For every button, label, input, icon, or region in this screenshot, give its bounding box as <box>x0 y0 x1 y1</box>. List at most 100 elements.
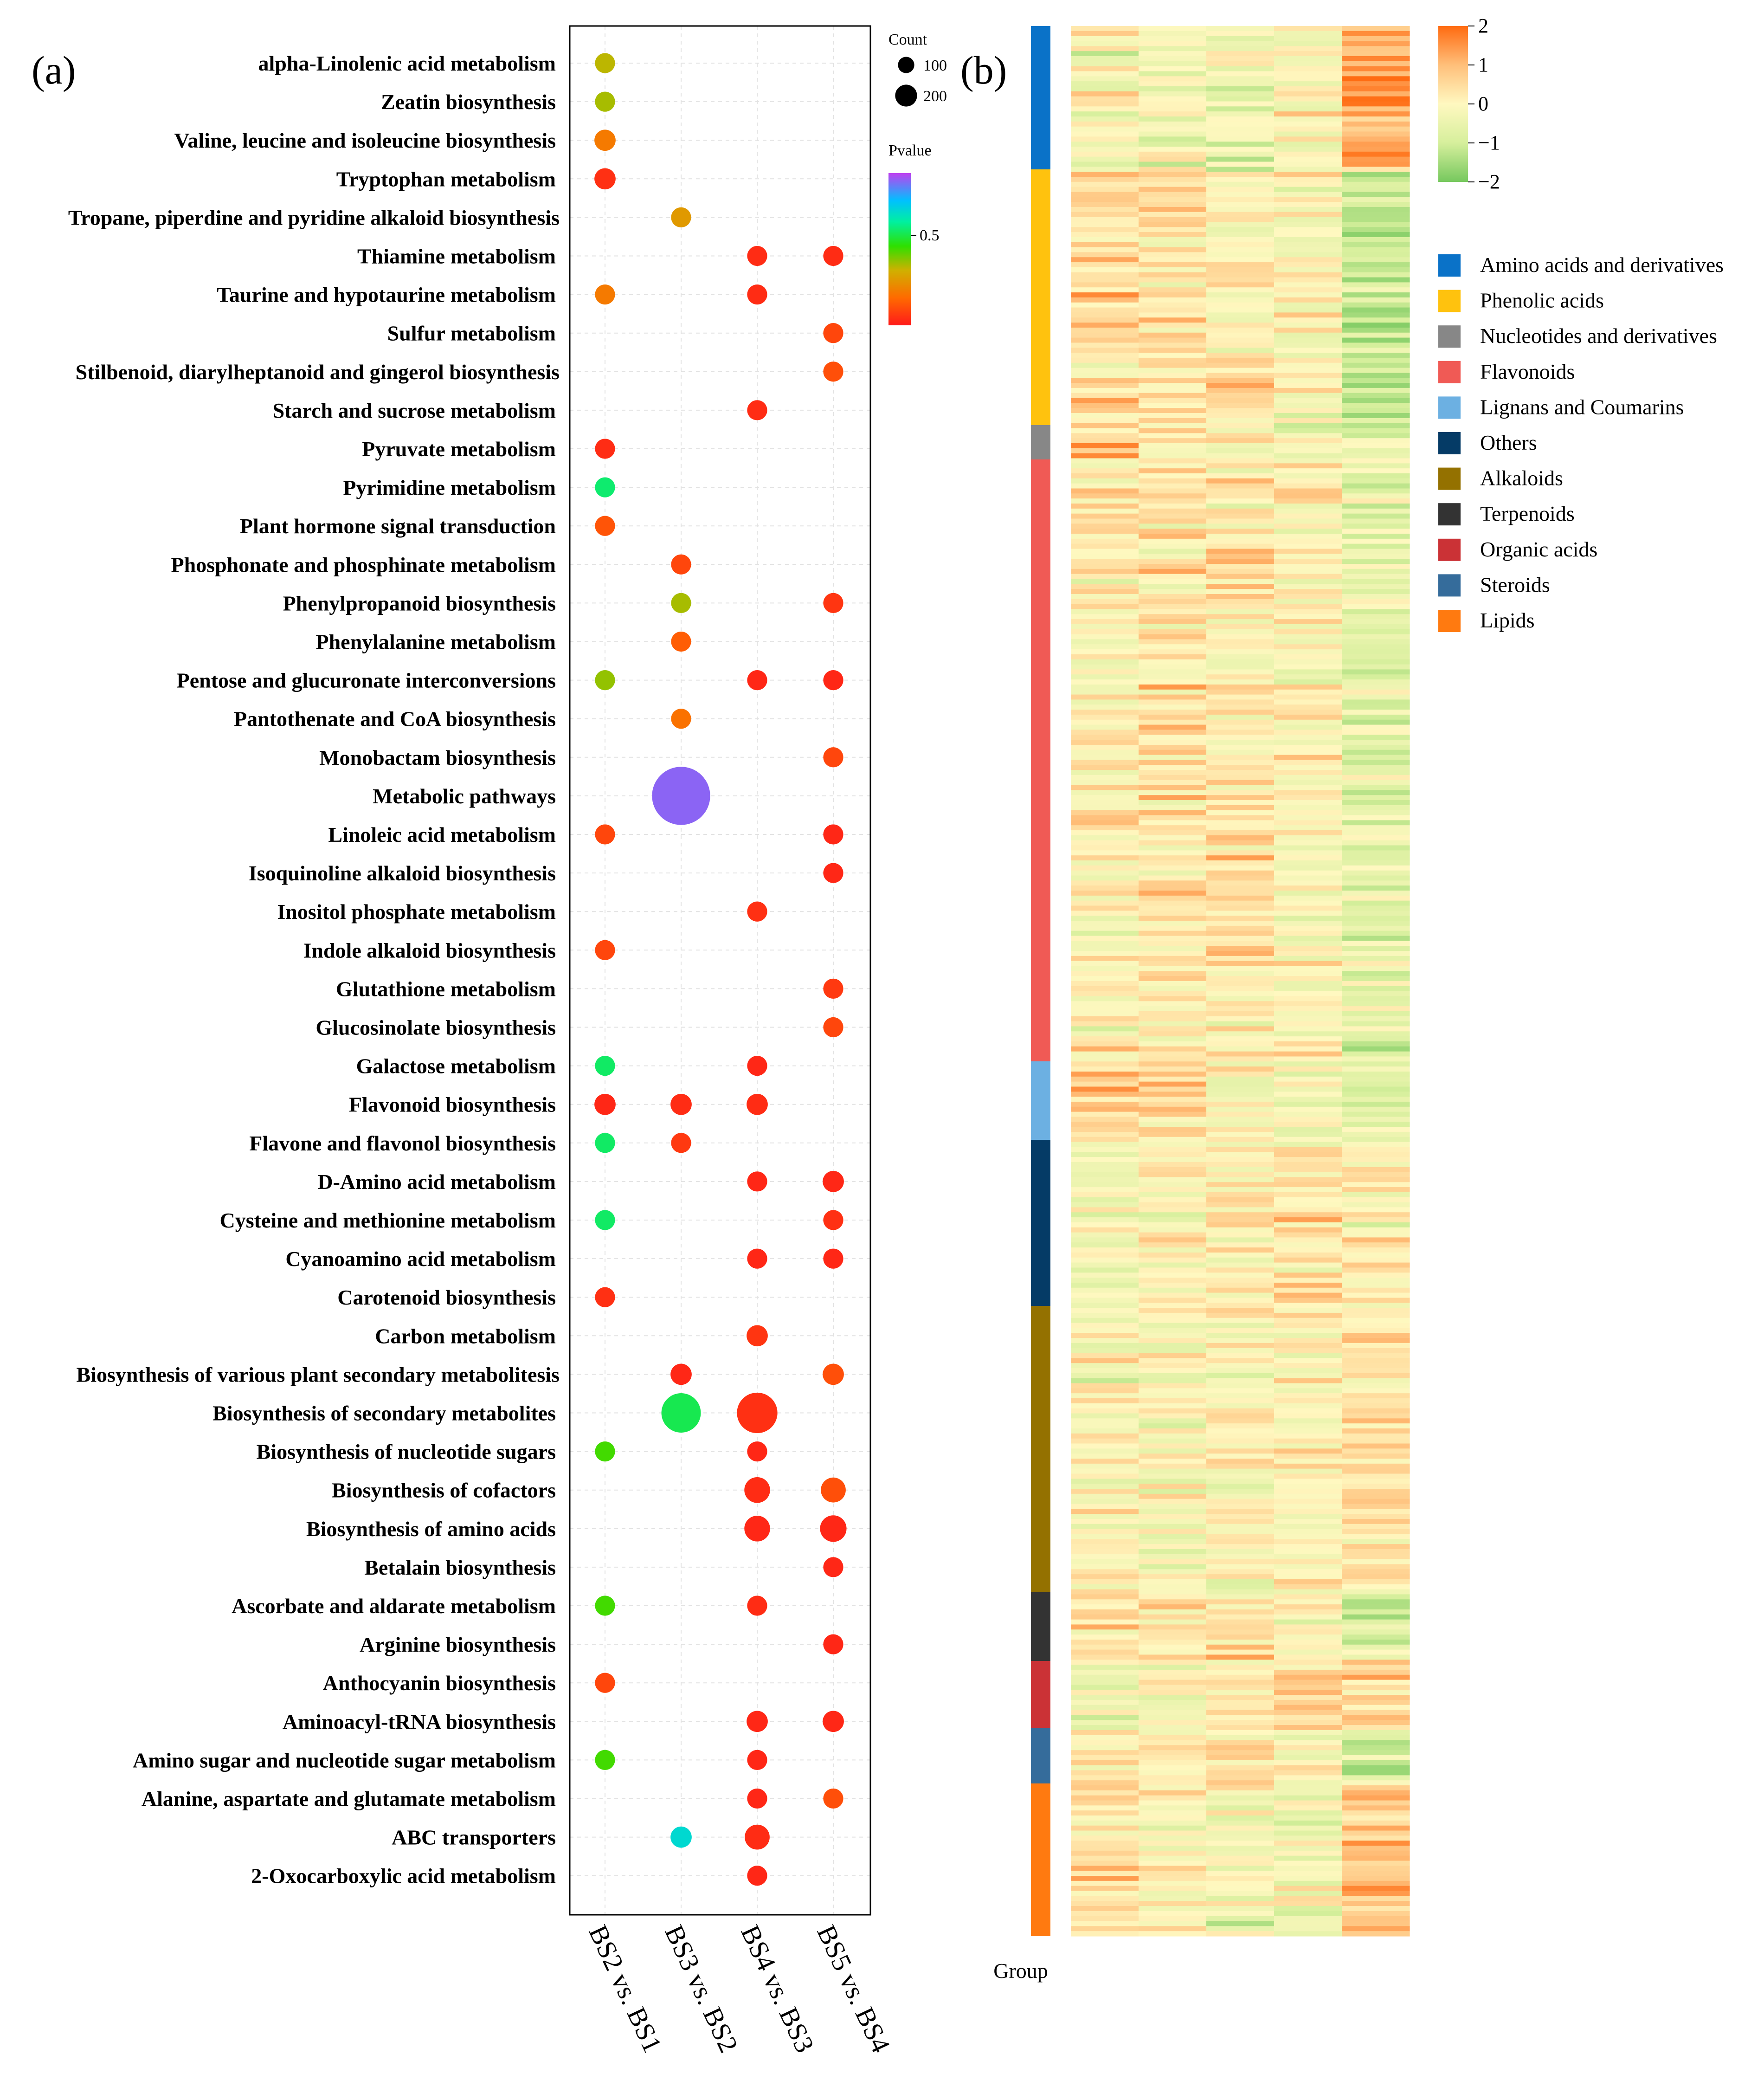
heatmap-cell <box>1139 1021 1207 1027</box>
heatmap-cell <box>1139 1524 1207 1530</box>
group-legend-label: Terpenoids <box>1480 502 1575 525</box>
heatmap-cell <box>1342 86 1410 92</box>
heatmap-cell <box>1206 800 1275 806</box>
heatmap-cell <box>1071 704 1139 710</box>
heatmap-cell <box>1274 1906 1342 1912</box>
bubble-point <box>823 362 843 382</box>
heatmap-cell <box>1071 1463 1139 1469</box>
heatmap-cell <box>1274 845 1342 851</box>
heatmap-cell <box>1342 232 1410 238</box>
heatmap-cell <box>1206 1484 1275 1489</box>
heatmap-cell <box>1274 1805 1342 1811</box>
heatmap-cell <box>1274 161 1342 167</box>
heatmap-cell <box>1342 1715 1410 1720</box>
heatmap-cell <box>1206 1775 1275 1781</box>
heatmap-cell <box>1274 574 1342 580</box>
heatmap-cell <box>1274 925 1342 931</box>
heatmap-cell <box>1139 423 1207 429</box>
heatmap-cell <box>1071 1690 1139 1695</box>
heatmap-cell <box>1206 176 1275 182</box>
heatmap-cell <box>1274 891 1342 896</box>
heatmap-cell <box>1342 961 1410 967</box>
heatmap-cell <box>1071 1514 1139 1519</box>
heatmap-cell <box>1139 951 1207 956</box>
heatmap-cell <box>1139 287 1207 293</box>
heatmap-cell <box>1071 810 1139 816</box>
heatmap-cell <box>1206 1453 1275 1459</box>
heatmap-cell <box>1342 1529 1410 1535</box>
heatmap-cell <box>1071 1524 1139 1530</box>
heatmap-cell <box>1139 458 1207 464</box>
bubble-point <box>823 1711 844 1732</box>
heatmap-cell <box>1206 679 1275 685</box>
heatmap-cell <box>1274 1267 1342 1273</box>
heatmap-cell <box>1274 1273 1342 1278</box>
heatmap-cell <box>1071 674 1139 680</box>
group-bar-segment <box>1031 1061 1050 1140</box>
heatmap-cell <box>1139 1931 1207 1937</box>
heatmap-cell <box>1274 473 1342 479</box>
heatmap-cell <box>1071 956 1139 962</box>
heatmap-cell <box>1274 1780 1342 1786</box>
heatmap-cell <box>1274 1298 1342 1303</box>
heatmap-cell <box>1274 724 1342 730</box>
heatmap-cell <box>1071 267 1139 273</box>
heatmap-cell <box>1274 614 1342 620</box>
heatmap-cell <box>1206 121 1275 127</box>
heatmap-cell <box>1139 1197 1207 1203</box>
heatmap-cell <box>1206 1539 1275 1544</box>
heatmap-cell <box>1206 1147 1275 1152</box>
heatmap-cell <box>1206 659 1275 665</box>
heatmap-cell <box>1139 765 1207 770</box>
heatmap-cell <box>1274 172 1342 177</box>
heatmap-cell <box>1206 46 1275 52</box>
heatmap-cell <box>1206 1247 1275 1253</box>
heatmap-cell <box>1342 614 1410 620</box>
heatmap-cell <box>1139 1639 1207 1645</box>
heatmap-cell <box>1139 785 1207 790</box>
heatmap-cell <box>1206 172 1275 177</box>
heatmap-cell <box>1206 167 1275 172</box>
heatmap-cell <box>1071 176 1139 182</box>
heatmap-cell <box>1139 1740 1207 1745</box>
bubble-point <box>594 129 616 151</box>
heatmap-cell <box>1206 101 1275 107</box>
heatmap-cell <box>1206 1695 1275 1700</box>
heatmap-cell <box>1206 845 1275 851</box>
heatmap-cell <box>1206 1041 1275 1047</box>
heatmap-cell <box>1274 1579 1342 1585</box>
heatmap-cell <box>1071 1363 1139 1369</box>
heatmap-cell <box>1274 1282 1342 1288</box>
heatmap-cell <box>1071 1157 1139 1163</box>
heatmap-cell <box>1274 383 1342 388</box>
heatmap-cell <box>1274 991 1342 997</box>
heatmap-cell <box>1274 71 1342 77</box>
heatmap-cell <box>1206 1162 1275 1168</box>
heatmap-scale-label: −2 <box>1478 170 1500 193</box>
heatmap-cell <box>1206 1609 1275 1615</box>
heatmap-cell <box>1139 891 1207 896</box>
heatmap-cell <box>1274 1860 1342 1866</box>
heatmap-cell <box>1206 353 1275 358</box>
pathway-label: Taurine and hypotaurine metabolism <box>217 283 556 307</box>
heatmap-cell <box>1139 142 1207 147</box>
heatmap-cell <box>1274 770 1342 775</box>
heatmap-cell <box>1139 262 1207 268</box>
heatmap-cell <box>1274 463 1342 469</box>
heatmap-cell <box>1206 1403 1275 1409</box>
heatmap-cell <box>1342 1016 1410 1022</box>
heatmap-cell <box>1071 1222 1139 1228</box>
heatmap-cell <box>1342 1916 1410 1922</box>
heatmap-cell <box>1206 1312 1275 1318</box>
heatmap-cell <box>1342 604 1410 610</box>
heatmap-cell <box>1274 81 1342 87</box>
heatmap-cell <box>1342 1172 1410 1178</box>
heatmap-cell <box>1342 895 1410 901</box>
heatmap-cell <box>1274 684 1342 690</box>
heatmap-cell <box>1342 1539 1410 1544</box>
heatmap-cell <box>1139 835 1207 841</box>
heatmap-cell <box>1342 1459 1410 1464</box>
heatmap-cell <box>1139 1127 1207 1132</box>
heatmap-cell <box>1139 498 1207 504</box>
heatmap-cell <box>1139 1705 1207 1711</box>
